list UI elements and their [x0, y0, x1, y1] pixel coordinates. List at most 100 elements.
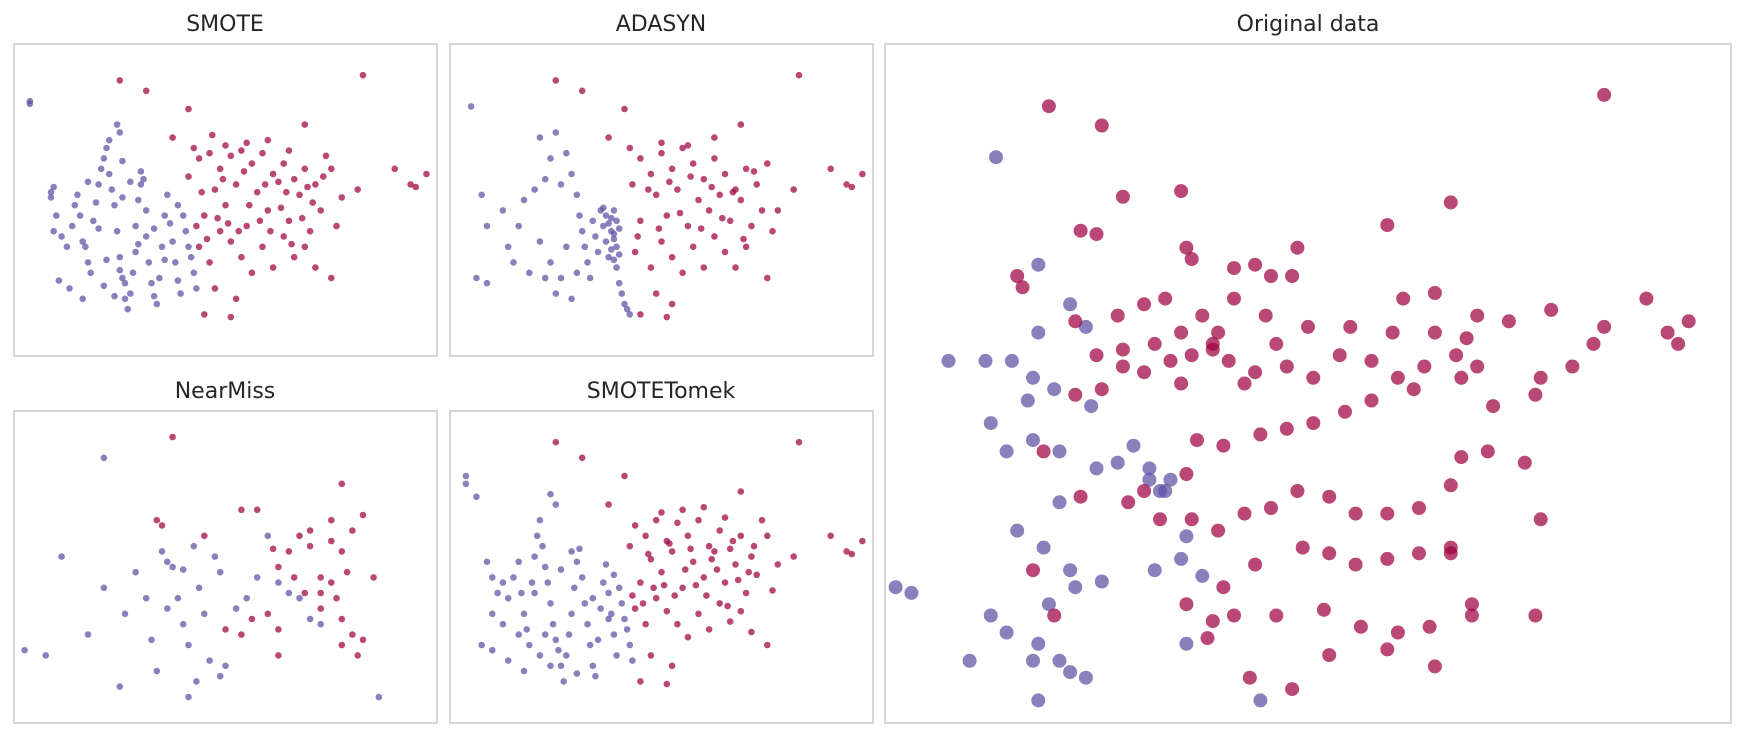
point-minority — [142, 594, 150, 602]
point-majority — [663, 212, 671, 219]
panel-title-nearmiss: NearMiss — [175, 379, 276, 404]
point-majority — [1353, 619, 1368, 634]
point-majority — [1681, 314, 1696, 329]
point-majority — [758, 516, 766, 524]
point-majority — [328, 537, 335, 545]
point-minority — [174, 594, 182, 602]
point-minority — [610, 571, 618, 579]
point-majority — [1464, 608, 1479, 623]
point-minority — [253, 574, 261, 581]
point-majority — [652, 516, 660, 524]
point-majority — [333, 222, 340, 230]
point-majority — [631, 522, 639, 529]
point-majority — [1184, 348, 1199, 363]
point-majority — [737, 607, 745, 615]
point-minority — [483, 222, 491, 230]
point-majority — [1380, 551, 1395, 566]
point-majority — [764, 532, 771, 540]
point-minority — [600, 204, 607, 212]
point-majority — [264, 207, 272, 214]
point-majority — [1227, 261, 1241, 276]
point-majority — [1205, 614, 1220, 629]
point-majority — [650, 584, 657, 592]
point-minority — [520, 610, 528, 618]
point-majority — [306, 227, 314, 235]
point-minority — [578, 574, 586, 581]
point-majority — [1348, 557, 1363, 572]
point-majority — [1597, 319, 1612, 334]
point-minority — [592, 233, 599, 240]
point-majority — [684, 142, 692, 149]
point-majority — [222, 626, 229, 633]
plot-area-nearmiss — [13, 410, 438, 724]
point-minority — [504, 657, 512, 664]
point-minority — [193, 285, 200, 292]
point-majority — [1184, 512, 1199, 527]
point-minority — [1026, 653, 1040, 668]
point-majority — [621, 472, 628, 480]
point-majority — [1269, 336, 1284, 351]
point-majority — [679, 269, 686, 277]
point-majority — [185, 173, 192, 180]
point-majority — [1279, 359, 1294, 374]
point-majority — [700, 175, 708, 183]
point-majority — [1068, 314, 1083, 329]
point-majority — [277, 204, 285, 212]
point-majority — [304, 183, 311, 191]
point-minority — [584, 259, 591, 266]
point-majority — [153, 516, 161, 524]
point-majority — [1443, 546, 1458, 561]
point-majority — [232, 181, 240, 188]
point-minority — [84, 178, 92, 186]
point-majority — [1565, 359, 1580, 374]
point-majority — [859, 170, 866, 178]
point-majority — [729, 188, 737, 196]
point-minority — [610, 256, 618, 264]
point-minority — [145, 259, 153, 266]
point-minority — [82, 243, 89, 251]
point-majority — [652, 191, 660, 199]
point-majority — [312, 181, 319, 188]
point-minority — [1078, 319, 1093, 334]
point-minority — [473, 493, 480, 501]
point-majority — [790, 186, 797, 193]
point-minority — [586, 274, 594, 282]
point-minority — [113, 121, 121, 128]
point-majority — [695, 196, 702, 204]
point-majority — [708, 183, 715, 191]
point-majority — [333, 594, 340, 602]
point-majority — [1237, 376, 1252, 391]
point-majority — [742, 589, 750, 597]
point-majority — [1454, 370, 1469, 385]
point-minority — [116, 683, 124, 690]
point-majority — [671, 592, 678, 599]
point-minority — [1047, 382, 1062, 397]
point-minority — [129, 269, 137, 277]
point-majority — [1094, 118, 1109, 133]
point-minority — [499, 207, 507, 214]
point-minority — [621, 615, 628, 623]
point-majority — [637, 155, 644, 162]
point-minority — [531, 186, 538, 193]
point-minority — [520, 196, 528, 204]
point-majority — [1205, 336, 1220, 351]
point-minority — [179, 212, 187, 219]
point-minority — [135, 196, 142, 204]
point-minority — [568, 170, 575, 178]
point-minority — [119, 274, 126, 282]
point-majority — [1412, 546, 1426, 561]
point-majority — [301, 589, 309, 597]
point-minority — [565, 631, 573, 638]
point-minority — [602, 212, 610, 219]
point-majority — [1216, 580, 1231, 595]
point-majority — [211, 186, 219, 193]
point-majority — [243, 222, 250, 230]
point-minority — [483, 279, 491, 287]
point-majority — [660, 581, 668, 589]
point-majority — [224, 220, 232, 227]
point-majority — [645, 186, 652, 193]
point-minority — [158, 548, 166, 555]
point-majority — [338, 615, 346, 623]
point-minority — [605, 589, 612, 597]
points-original — [888, 87, 1696, 708]
